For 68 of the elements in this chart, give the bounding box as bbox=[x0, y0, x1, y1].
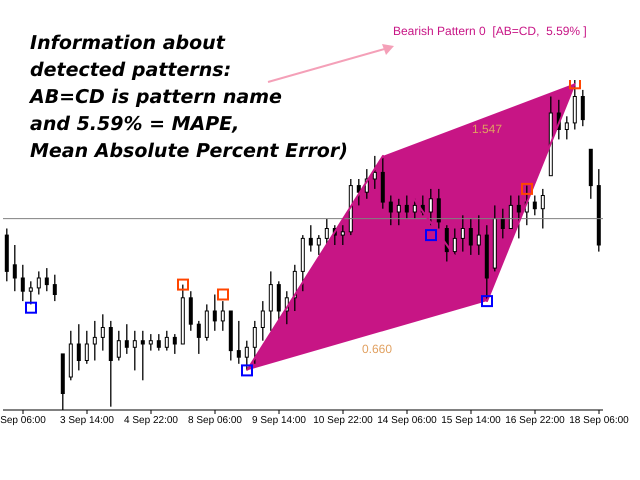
candlestick bbox=[260, 300, 265, 342]
candlestick bbox=[52, 274, 57, 302]
candlestick bbox=[140, 330, 145, 381]
point bbox=[425, 229, 437, 242]
candlestick bbox=[244, 340, 249, 372]
candlestick bbox=[28, 280, 33, 306]
x-tick-label: Sep 06:00 bbox=[0, 415, 46, 426]
candlestick bbox=[92, 320, 97, 362]
x-tick-label: 18 Sep 06:00 bbox=[569, 415, 630, 426]
point bbox=[569, 80, 581, 90]
point bbox=[241, 364, 253, 376]
candlestick bbox=[500, 208, 505, 240]
candlestick bbox=[236, 320, 241, 364]
point bbox=[217, 288, 229, 300]
candlestick bbox=[340, 224, 345, 246]
point bbox=[25, 302, 37, 314]
candlestick bbox=[468, 218, 473, 256]
candlestick bbox=[196, 320, 201, 355]
candlestick bbox=[316, 234, 321, 256]
candlestick bbox=[156, 333, 161, 352]
candlestick bbox=[20, 264, 25, 302]
candlestick bbox=[100, 314, 105, 352]
candlestick bbox=[308, 224, 313, 252]
candlestick bbox=[532, 194, 537, 216]
candlestick bbox=[220, 300, 225, 332]
x-tick-label: 8 Sep 06:00 bbox=[188, 415, 242, 426]
point bbox=[521, 182, 533, 195]
point bbox=[177, 278, 189, 291]
candlestick bbox=[148, 333, 153, 352]
candlestick bbox=[172, 333, 177, 355]
candlestick bbox=[372, 155, 377, 190]
candlestick bbox=[132, 330, 137, 372]
x-tick-label: 14 Sep 06:00 bbox=[377, 415, 438, 426]
candlestick bbox=[508, 194, 513, 230]
point bbox=[481, 295, 493, 308]
candlestick bbox=[76, 324, 81, 372]
candlestick bbox=[460, 214, 465, 252]
candlestick bbox=[436, 188, 441, 230]
candlestick bbox=[124, 324, 129, 355]
candlestick bbox=[580, 89, 585, 127]
candlestick bbox=[428, 188, 433, 226]
candlestick bbox=[252, 320, 257, 364]
candlestick bbox=[564, 116, 569, 140]
x-tick-label: 9 Sep 14:00 bbox=[252, 415, 306, 426]
x-tick-label: 15 Sep 14:00 bbox=[441, 415, 502, 426]
x-tick-label: 3 Sep 14:00 bbox=[60, 415, 114, 426]
candlestick bbox=[116, 330, 121, 362]
candlestick bbox=[388, 194, 393, 226]
candlestick bbox=[44, 267, 49, 292]
candlestick bbox=[540, 188, 545, 230]
x-tick-label: 10 Sep 22:00 bbox=[313, 415, 374, 426]
annotation: 0.660 bbox=[362, 342, 392, 356]
candlestick bbox=[476, 214, 481, 256]
candlestick bbox=[324, 218, 329, 246]
candlestick bbox=[164, 330, 169, 352]
candlestick bbox=[516, 194, 521, 240]
annotation: 1.547 bbox=[472, 122, 502, 136]
candlestick bbox=[396, 198, 401, 226]
candlestick bbox=[404, 194, 409, 220]
candlestick bbox=[12, 244, 17, 292]
candlestick bbox=[452, 228, 457, 256]
annotation: Information about detected patterns: AB=CD is pattern name and 5.59% = MAPE, Mean Absolute Percent Error) bbox=[30, 31, 348, 164]
candlestick bbox=[212, 294, 217, 332]
candlestick bbox=[36, 270, 41, 296]
x-tick-label: 4 Sep 22:00 bbox=[124, 415, 178, 426]
candlestick bbox=[84, 330, 89, 364]
x-tick-label: 16 Sep 22:00 bbox=[505, 415, 566, 426]
text: Bearish Pattern 0 [AB=CD, 5.59% ] bbox=[393, 24, 587, 38]
